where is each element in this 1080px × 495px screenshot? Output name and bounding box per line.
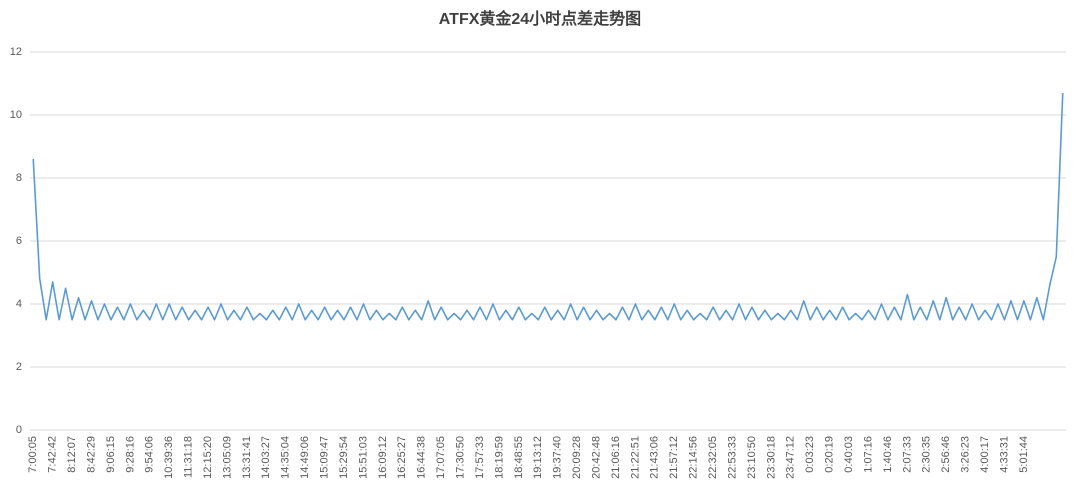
x-tick-label: 8:12:07 xyxy=(66,436,78,473)
x-tick-label: 7:00:05 xyxy=(27,436,39,473)
x-tick-label: 2:56:46 xyxy=(940,436,952,473)
x-tick-label: 13:05:09 xyxy=(221,436,233,479)
chart-title: ATFX黄金24小时点差走势图 xyxy=(439,9,641,28)
y-tick-label: 6 xyxy=(16,235,22,247)
x-tick-label: 1:07:16 xyxy=(862,436,874,473)
x-tick-label: 14:35:04 xyxy=(280,436,292,479)
x-tick-label: 19:37:40 xyxy=(552,436,564,479)
x-tick-label: 9:54:06 xyxy=(144,436,156,473)
x-tick-label: 14:03:27 xyxy=(260,436,272,479)
x-tick-label: 16:09:12 xyxy=(377,436,389,479)
x-tick-label: 23:30:18 xyxy=(765,436,777,479)
x-tick-label: 15:51:03 xyxy=(357,436,369,479)
x-tick-label: 10:39:36 xyxy=(163,436,175,479)
x-tick-label: 20:42:48 xyxy=(590,436,602,479)
x-tick-label: 16:44:38 xyxy=(416,436,428,479)
x-tick-label: 7:42:42 xyxy=(47,436,59,473)
x-tick-label: 2:30:35 xyxy=(921,436,933,473)
x-tick-label: 15:09:47 xyxy=(319,436,331,479)
x-tick-label: 15:29:54 xyxy=(338,436,350,479)
y-tick-label: 0 xyxy=(16,424,22,436)
x-tick-label: 23:10:50 xyxy=(746,436,758,479)
y-tick-label: 10 xyxy=(10,109,22,121)
x-tick-label: 17:30:50 xyxy=(454,436,466,479)
x-tick-label: 16:25:27 xyxy=(396,436,408,479)
x-tick-label: 21:22:51 xyxy=(629,436,641,479)
x-tick-label: 8:42:29 xyxy=(85,436,97,473)
x-tick-label: 2:07:33 xyxy=(901,436,913,473)
x-tick-label: 4:33:31 xyxy=(998,436,1010,473)
x-tick-label: 9:28:16 xyxy=(124,436,136,473)
x-tick-label: 21:57:12 xyxy=(668,436,680,479)
x-tick-label: 17:57:33 xyxy=(474,436,486,479)
x-tick-label: 13:31:41 xyxy=(241,436,253,479)
x-tick-label: 21:06:16 xyxy=(610,436,622,479)
x-tick-label: 22:53:33 xyxy=(726,436,738,479)
x-tick-label: 12:15:20 xyxy=(202,436,214,479)
x-tick-label: 14:49:06 xyxy=(299,436,311,479)
x-tick-label: 22:14:56 xyxy=(688,436,700,479)
x-tick-label: 9:06:15 xyxy=(105,436,117,473)
x-tick-label: 22:32:05 xyxy=(707,436,719,479)
x-tick-label: 23:47:12 xyxy=(785,436,797,479)
data-line xyxy=(32,92,1064,321)
x-tick-label: 18:48:55 xyxy=(513,436,525,479)
x-tick-label: 0:20:19 xyxy=(824,436,836,473)
x-tick-label: 17:07:05 xyxy=(435,436,447,479)
y-tick-label: 12 xyxy=(10,46,22,58)
x-tick-label: 1:40:46 xyxy=(882,436,894,473)
x-tick-label: 4:00:17 xyxy=(979,436,991,473)
x-tick-label: 21:43:06 xyxy=(649,436,661,479)
x-tick-label: 18:19:59 xyxy=(493,436,505,479)
x-tick-label: 5:01:44 xyxy=(1018,436,1030,473)
x-tick-label: 0:40:03 xyxy=(843,436,855,473)
x-tick-label: 19:13:12 xyxy=(532,436,544,479)
y-tick-label: 8 xyxy=(16,172,22,184)
y-tick-label: 4 xyxy=(16,298,22,310)
x-tick-label: 0:03:23 xyxy=(804,436,816,473)
x-tick-label: 20:09:28 xyxy=(571,436,583,479)
x-tick-label: 3:26:23 xyxy=(960,436,972,473)
x-tick-label: 11:31:18 xyxy=(183,436,195,478)
y-tick-label: 2 xyxy=(16,361,22,373)
